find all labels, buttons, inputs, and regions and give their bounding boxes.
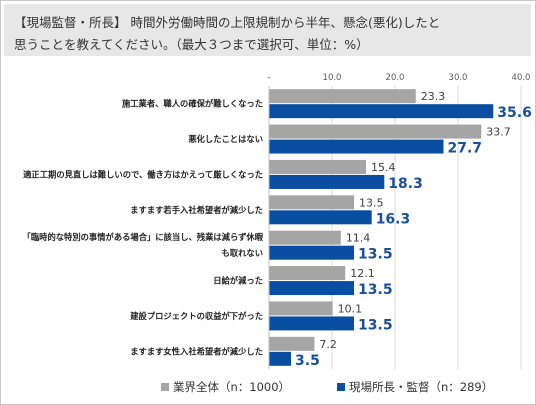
bar-series-2 xyxy=(269,139,444,154)
data-label-series-1: 33.7 xyxy=(486,126,511,139)
bar-series-1 xyxy=(269,124,482,139)
bar-series-1 xyxy=(269,195,355,210)
legend-label-series-2: 現場所長・監督（n：289） xyxy=(349,380,494,394)
data-label-series-1: 15.4 xyxy=(371,161,396,174)
category-label: 悪化したことはない xyxy=(188,134,263,144)
data-label-series-1: 23.3 xyxy=(421,90,446,103)
bar-series-2 xyxy=(269,245,355,260)
data-label-series-1: 10.1 xyxy=(338,302,363,315)
data-label-series-2: 13.5 xyxy=(358,282,393,298)
data-label-series-2: 3.5 xyxy=(295,353,320,369)
bar-series-2 xyxy=(269,210,372,225)
data-label-series-2: 35.6 xyxy=(497,105,532,121)
bar-series-2 xyxy=(269,281,355,296)
bar-series-2 xyxy=(269,174,385,189)
bar-series-1 xyxy=(269,336,315,351)
category-label: ますます若手入社希望者が減少した xyxy=(130,205,263,215)
bar-series-1 xyxy=(269,159,367,174)
data-label-series-2: 13.5 xyxy=(358,317,393,333)
bar-series-1 xyxy=(269,301,333,316)
legend-label-series-1: 業界全体（n：1000） xyxy=(173,380,291,394)
data-label-series-1: 13.5 xyxy=(359,196,384,209)
legend-item-series-2: 現場所長・監督（n：289） xyxy=(337,379,493,395)
bar-series-2 xyxy=(269,351,292,366)
bar-series-1 xyxy=(269,89,416,104)
legend-swatch-series-1 xyxy=(161,383,169,391)
x-tick-label: 40.0 xyxy=(512,73,531,83)
category-label: 「臨時的な特別の事情がある場合」に該当し、残業は減らず休暇 xyxy=(23,232,264,242)
category-label: 施工業者、職人の確保が難しくなった xyxy=(122,99,263,109)
category-label: も取れない xyxy=(222,248,264,258)
x-tick-label: 10.0 xyxy=(323,73,342,83)
bar-series-2 xyxy=(269,316,355,331)
category-label: ますます女性入社希望者が減少した xyxy=(130,346,263,356)
chart-title-box: 【現場監督・所長】 時間外労働時間の上限規制から半年、懸念(悪化)したと 思うこ… xyxy=(4,4,531,56)
bar-series-1 xyxy=(269,266,346,281)
legend-item-series-1: 業界全体（n：1000） xyxy=(161,379,290,395)
bar-series-1 xyxy=(269,230,341,245)
category-label: 日給が減った xyxy=(213,276,263,286)
chart-title-line-2: 思うことを教えてください。（最大３つまで選択可、単位：%） xyxy=(14,37,369,52)
data-label-series-1: 12.1 xyxy=(350,267,375,280)
data-label-series-2: 13.5 xyxy=(358,247,393,263)
data-label-series-2: 18.3 xyxy=(388,176,423,192)
category-label: 適正工期の見直しは難しいので、働き方はかえって厳しくなった xyxy=(23,169,263,179)
data-label-series-2: 16.3 xyxy=(376,211,411,227)
x-tick-label: - xyxy=(267,73,270,83)
x-tick-label: 30.0 xyxy=(449,73,468,83)
x-tick-label: 20.0 xyxy=(386,73,405,83)
bar-series-2 xyxy=(269,104,494,119)
chart-title-line-1: 【現場監督・所長】 時間外労働時間の上限規制から半年、懸念(悪化)したと xyxy=(14,15,441,30)
data-label-series-2: 27.7 xyxy=(448,141,483,157)
data-label-series-1: 7.2 xyxy=(319,338,337,351)
legend-swatch-series-2 xyxy=(337,383,345,391)
data-label-series-1: 11.4 xyxy=(346,232,371,245)
category-label: 建設プロジェクトの収益が下がった xyxy=(129,311,263,321)
